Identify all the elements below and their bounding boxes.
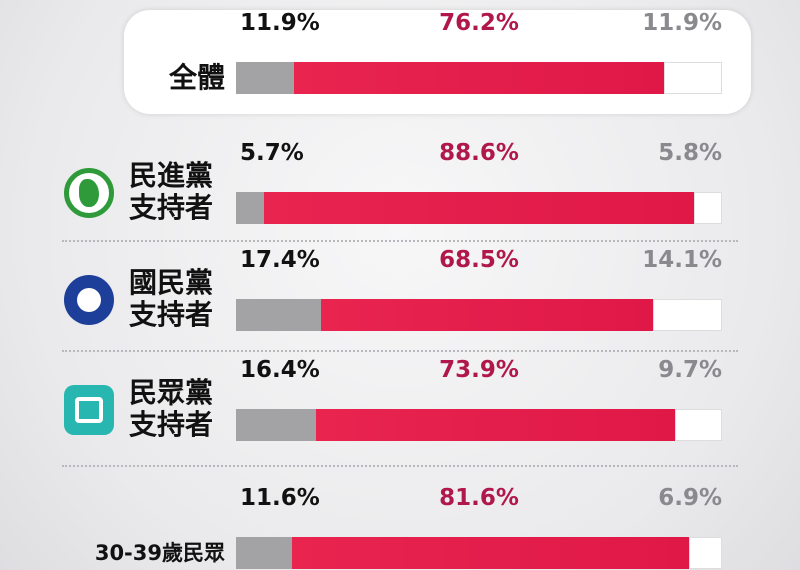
bar-segment — [664, 62, 722, 94]
value-label: 9.7% — [658, 357, 722, 383]
category-label: 30-39歲民眾 — [94, 541, 225, 565]
value-label: 5.8% — [658, 140, 722, 166]
bar-segment — [694, 192, 723, 224]
separator — [62, 350, 738, 352]
value-label: 68.5% — [439, 247, 519, 273]
category-label: 民進黨支持者 — [129, 159, 214, 224]
bar-segment — [320, 299, 654, 331]
bar-segment — [236, 409, 316, 441]
value-label: 81.6% — [439, 485, 519, 511]
value-label: 11.9% — [240, 10, 320, 36]
value-label: 5.7% — [240, 140, 304, 166]
icon-shape — [77, 288, 101, 312]
bar-segment — [293, 62, 665, 94]
bar-segment — [653, 299, 722, 331]
party-icon — [64, 275, 114, 325]
category-label: 民眾黨支持者 — [129, 376, 214, 441]
value-label: 14.1% — [642, 247, 722, 273]
value-label: 73.9% — [439, 357, 519, 383]
bar-segment — [236, 62, 294, 94]
value-label: 6.9% — [658, 485, 722, 511]
bar-segment — [236, 192, 264, 224]
bar-segment — [263, 192, 695, 224]
bar-segment — [688, 537, 723, 569]
value-label: 17.4% — [240, 247, 320, 273]
value-label: 76.2% — [439, 10, 519, 36]
value-label: 11.9% — [642, 10, 722, 36]
bar-segment — [674, 409, 722, 441]
icon-shape — [79, 179, 99, 207]
value-label: 16.4% — [240, 357, 320, 383]
bar-segment — [292, 537, 689, 569]
category-label: 國民黨支持者 — [129, 266, 214, 331]
icon-shape — [75, 397, 103, 423]
party-icon — [64, 168, 114, 218]
bar-segment — [236, 299, 321, 331]
category-label: 全體 — [168, 61, 225, 94]
party-icon — [64, 385, 114, 435]
bar-segment — [315, 409, 675, 441]
separator — [62, 240, 738, 242]
value-label: 88.6% — [439, 140, 519, 166]
value-label: 11.6% — [240, 485, 320, 511]
bar-segment — [236, 537, 293, 569]
separator — [62, 465, 738, 467]
